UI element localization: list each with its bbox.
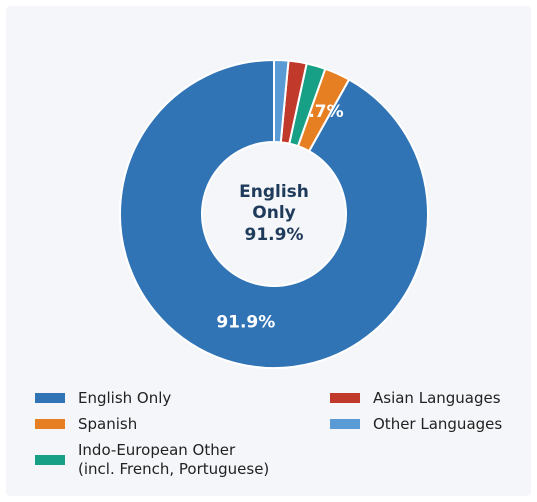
legend-label: Spanish <box>78 415 137 433</box>
legend-swatch <box>35 455 65 465</box>
legend-swatch <box>35 419 65 429</box>
legend-swatch <box>35 393 65 403</box>
value-label: 91.9% <box>216 312 275 332</box>
donut-slice <box>273 58 290 144</box>
center-value: 91.9% <box>245 225 304 245</box>
legend-label: Asian Languages <box>373 389 501 407</box>
legend-label: Indo-European Other (incl. French, Portug… <box>78 441 269 478</box>
legend-label: English Only <box>78 389 171 407</box>
legend-swatch <box>330 393 360 403</box>
legend-label: Other Languages <box>373 415 502 433</box>
donut-slice <box>119 58 429 369</box>
legend-swatch <box>330 419 360 429</box>
center-label: English Only <box>239 182 309 223</box>
